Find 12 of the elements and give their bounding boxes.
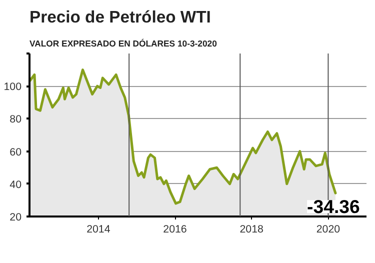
y-tick-label: 80 bbox=[10, 114, 22, 126]
y-tick-label: 100 bbox=[4, 81, 22, 94]
chart-title: Precio de Petróleo WTI bbox=[30, 8, 211, 26]
x-tick-label: 2018 bbox=[240, 224, 264, 236]
y-tick-label: 40 bbox=[10, 178, 22, 191]
y-tick-label: 20 bbox=[10, 212, 22, 224]
x-tick-label: 2016 bbox=[163, 224, 187, 236]
annotation: -34.36 bbox=[307, 196, 360, 218]
x-tick-label: 2020 bbox=[316, 224, 340, 236]
x-tick-label: 2014 bbox=[86, 224, 110, 236]
y-tick-label: 60 bbox=[10, 146, 22, 158]
chart-subtitle: VALOR EXPRESADO EN DÓLARES 10-3-2020 bbox=[30, 38, 218, 48]
